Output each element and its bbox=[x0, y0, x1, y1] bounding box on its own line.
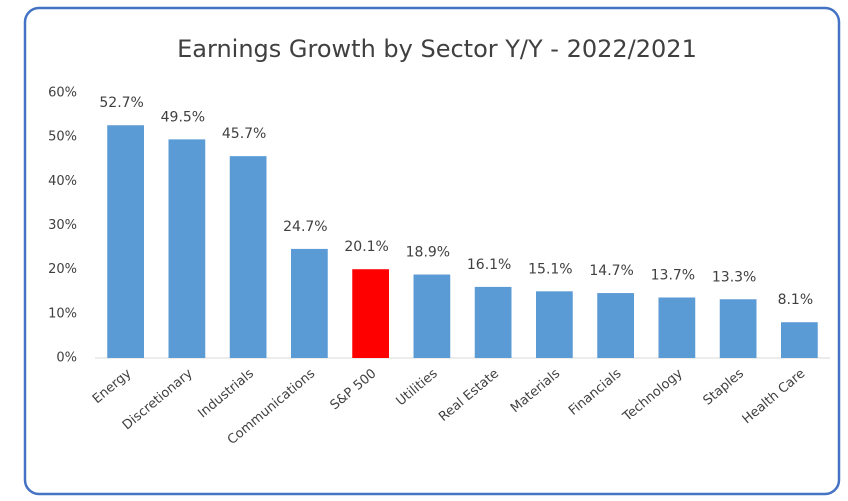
chart-title: Earnings Growth by Sector Y/Y - 2022/202… bbox=[177, 35, 697, 63]
bar bbox=[658, 297, 696, 358]
y-tick-label: 10% bbox=[48, 306, 77, 321]
data-label: 20.1% bbox=[344, 239, 388, 255]
data-label: 14.7% bbox=[589, 263, 633, 279]
bar bbox=[536, 291, 573, 358]
bar bbox=[781, 322, 818, 358]
chart-frame bbox=[23, 6, 841, 496]
bar bbox=[168, 139, 206, 358]
data-label: 45.7% bbox=[222, 126, 266, 142]
y-tick-label: 40% bbox=[48, 174, 77, 189]
bar bbox=[413, 274, 451, 358]
bar bbox=[352, 269, 389, 358]
bar bbox=[107, 125, 144, 358]
bar bbox=[229, 156, 267, 358]
y-tick-label: 0% bbox=[56, 351, 77, 366]
y-tick-label: 60% bbox=[48, 86, 77, 101]
data-label: 8.1% bbox=[778, 292, 814, 308]
y-tick-label: 20% bbox=[48, 262, 77, 277]
data-label: 15.1% bbox=[528, 261, 572, 277]
y-tick-label: 30% bbox=[48, 218, 77, 233]
bar bbox=[719, 299, 757, 358]
bar bbox=[474, 286, 512, 358]
bar bbox=[597, 293, 634, 358]
y-tick-label: 50% bbox=[48, 130, 77, 145]
bar bbox=[291, 248, 328, 358]
data-label: 13.7% bbox=[651, 267, 695, 283]
data-label: 16.1% bbox=[467, 257, 511, 273]
data-label: 18.9% bbox=[406, 245, 450, 261]
data-label: 24.7% bbox=[283, 219, 327, 235]
data-label: 13.3% bbox=[712, 269, 756, 285]
data-label: 49.5% bbox=[161, 109, 205, 125]
data-label: 52.7% bbox=[99, 95, 143, 111]
